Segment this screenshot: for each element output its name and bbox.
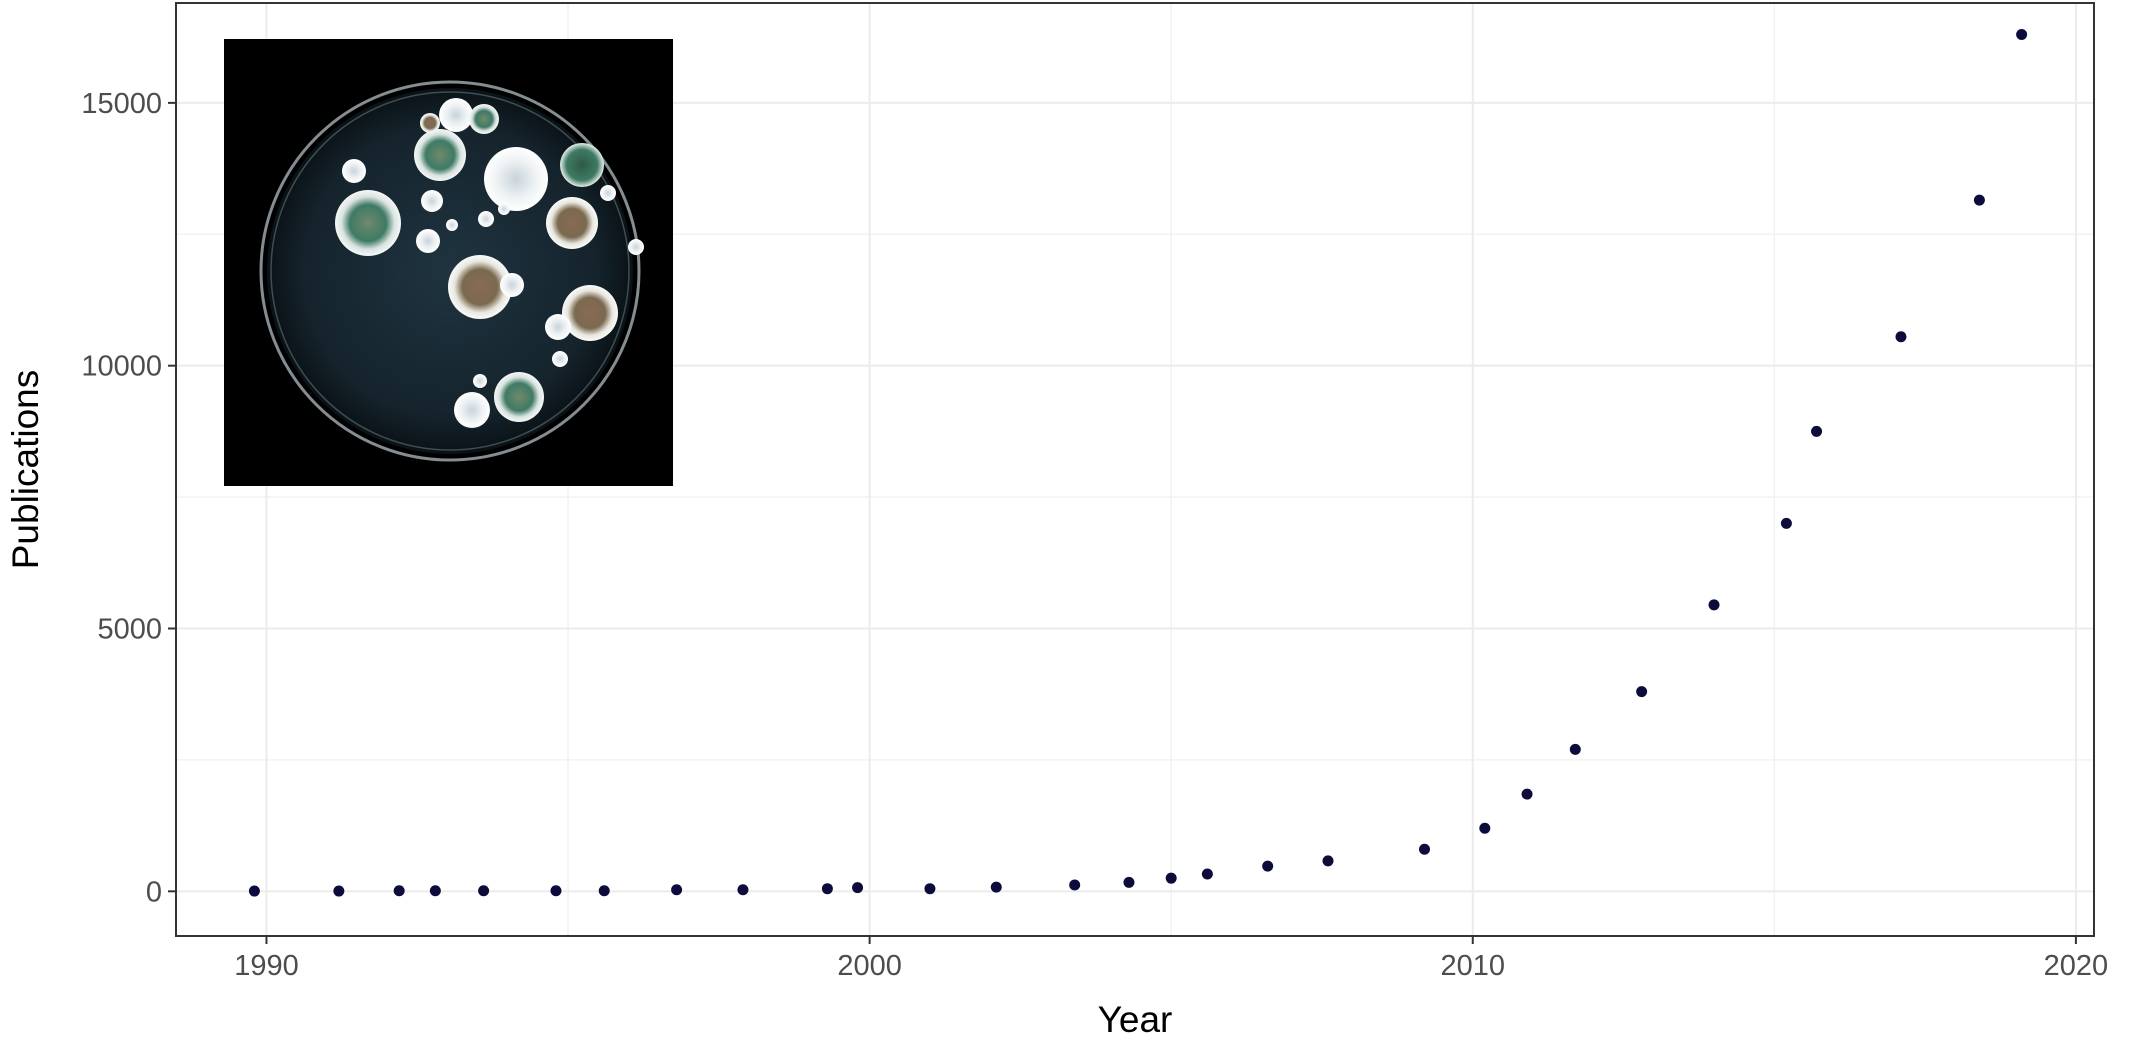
mold-colony (439, 98, 473, 132)
data-point (1973, 194, 1985, 206)
data-point (248, 885, 260, 897)
petri-dish-rim (259, 80, 641, 462)
mold-colony (454, 392, 490, 428)
data-point (1262, 860, 1274, 872)
mold-colony (600, 185, 616, 201)
data-point (852, 882, 864, 894)
data-point (671, 884, 683, 896)
data-point (737, 884, 749, 896)
x-tick-label: 2000 (837, 950, 902, 982)
data-point (1811, 425, 1823, 437)
mold-colony (628, 239, 644, 255)
x-tick-label: 1990 (234, 950, 299, 982)
data-point (990, 881, 1002, 893)
data-point (1479, 822, 1491, 834)
mold-colony (546, 197, 598, 249)
data-point (924, 883, 936, 895)
data-point (1123, 876, 1135, 888)
y-tick-label: 15000 (81, 88, 162, 120)
x-tick-label: 2010 (1441, 950, 1506, 982)
mold-colony (552, 351, 568, 367)
y-axis-title: Publications (5, 370, 46, 570)
data-point (1895, 331, 1907, 343)
petri-dish-inner-rim (270, 91, 630, 451)
data-point (478, 885, 490, 897)
mold-colony (478, 211, 494, 227)
mold-colony (342, 159, 366, 183)
mold-colony (500, 273, 524, 297)
y-tick-label: 10000 (81, 351, 162, 383)
data-point (598, 885, 610, 897)
mold-colony (484, 147, 548, 211)
plot-border (175, 2, 2095, 937)
data-point (1069, 879, 1081, 891)
data-point (550, 885, 562, 897)
mold-colony (335, 190, 401, 256)
mold-colony (420, 113, 440, 133)
y-tick-label: 5000 (97, 614, 162, 646)
data-point (1708, 599, 1720, 611)
data-point (333, 885, 345, 897)
data-point (1636, 686, 1648, 698)
data-point (2016, 29, 2028, 41)
mold-colony (498, 203, 510, 215)
data-point (821, 883, 833, 895)
mold-colony (421, 190, 443, 212)
mold-colony (414, 129, 466, 181)
mold-colony (545, 314, 571, 340)
data-point (1569, 743, 1581, 755)
mold-colony (494, 372, 544, 422)
data-point (393, 885, 405, 897)
x-tick-label: 2020 (2044, 950, 2109, 982)
mold-colony (446, 219, 458, 231)
mold-colony (560, 143, 604, 187)
data-point (1165, 872, 1177, 884)
data-point (429, 885, 441, 897)
data-point (1201, 868, 1213, 880)
data-point (1419, 843, 1431, 855)
y-tick-label: 0 (146, 876, 162, 908)
data-point (1780, 517, 1792, 529)
data-point (1521, 788, 1533, 800)
mold-colony (416, 229, 440, 253)
mold-colony (562, 285, 618, 341)
x-axis-title: Year (1098, 999, 1173, 1040)
mold-colony (448, 255, 512, 319)
data-point (1322, 855, 1334, 867)
mold-colony (473, 374, 487, 388)
mold-colony (469, 104, 499, 134)
